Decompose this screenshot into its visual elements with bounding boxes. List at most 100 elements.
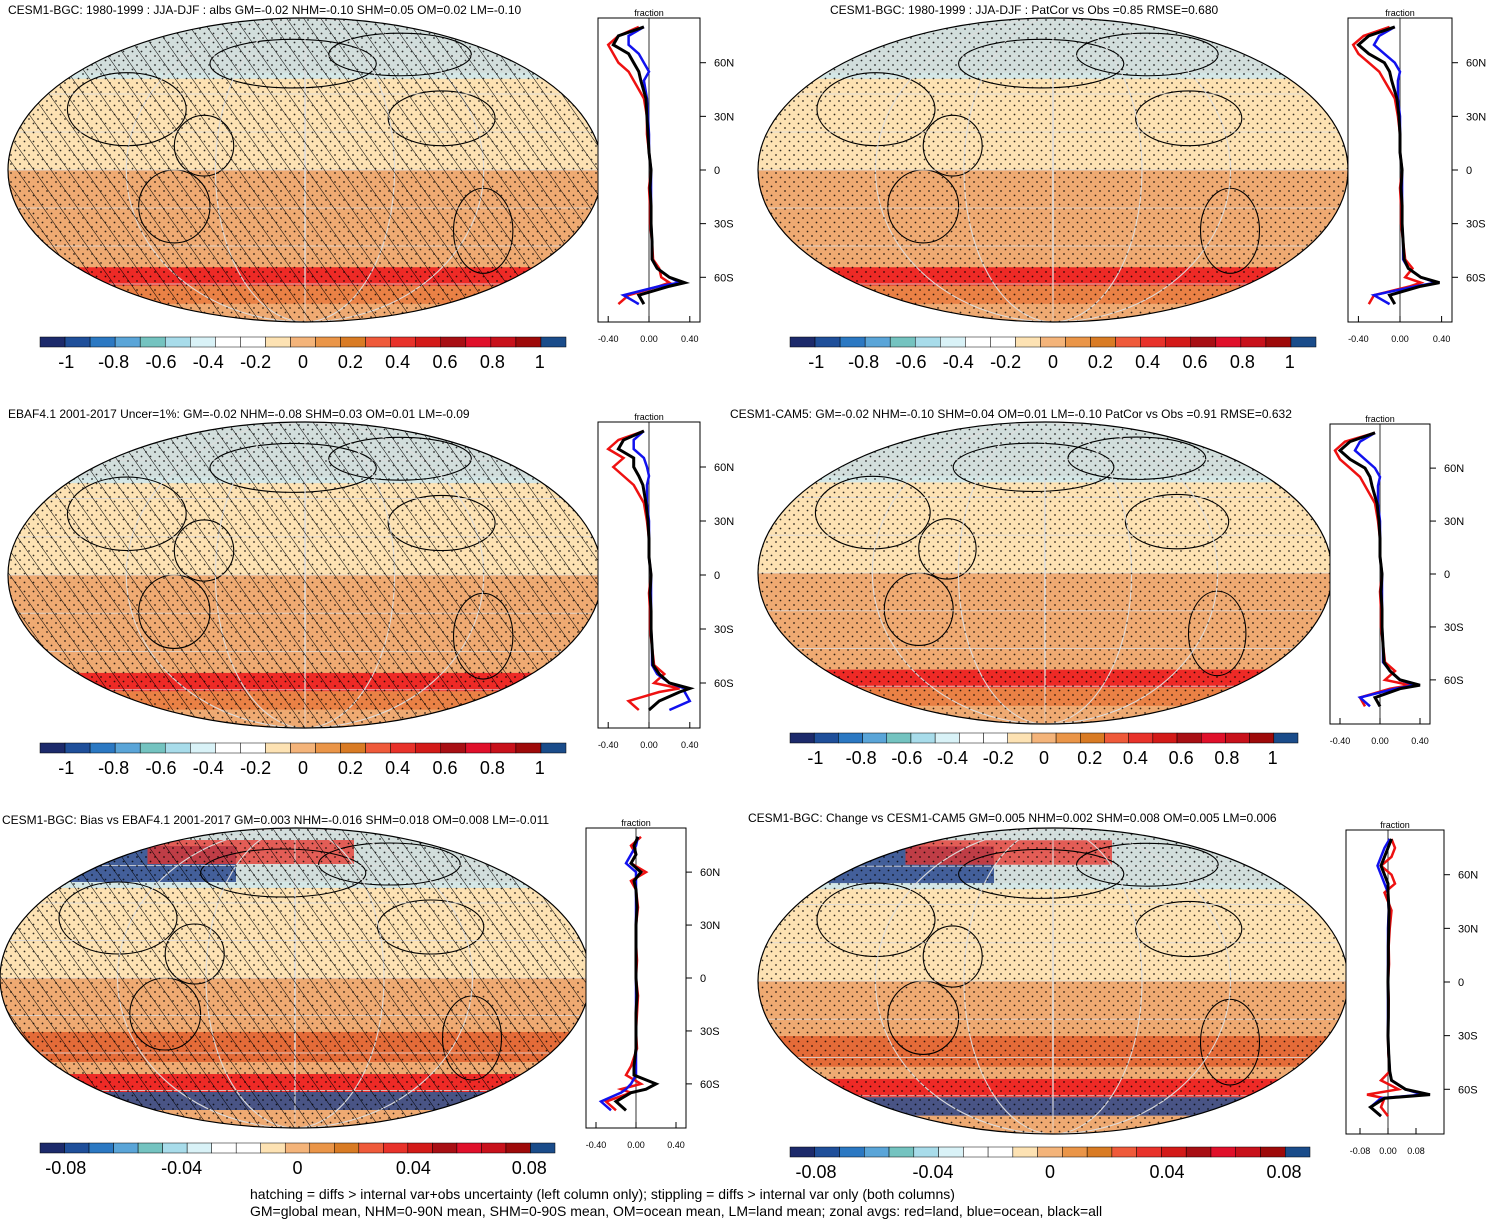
panel-title: CESM1-BGC: Bias vs EBAF4.1 2001-2017 GM=… — [2, 813, 549, 827]
colorbar-tick-label: 0.08 — [1266, 1162, 1301, 1182]
colorbar-swatch — [315, 742, 341, 754]
colorbar-swatch — [64, 742, 91, 754]
zonal-ytick-label: 30S — [1466, 219, 1486, 231]
colorbar-6: -0.08 -0.04 0 0.04 0.08 — [789, 1146, 1311, 1182]
colorbar-tick-label: 0.4 — [1135, 352, 1160, 372]
colorbar-swatch — [540, 742, 567, 754]
colorbar-swatch — [913, 1146, 939, 1158]
colorbar-swatch — [64, 1142, 90, 1154]
colorbar-swatch — [365, 742, 391, 754]
colorbar-swatch — [1080, 732, 1105, 744]
colorbar-tick-label: -0.6 — [145, 758, 176, 778]
zonal-line-all — [1337, 431, 1421, 708]
colorbar-swatch — [432, 1142, 458, 1154]
panel-3: EBAF4.1 2001-2017 Uncer=1%: GM=-0.02 NHM… — [7, 407, 734, 778]
colorbar-tick-label: 0.2 — [338, 352, 363, 372]
colorbar-swatch — [886, 732, 912, 744]
colorbar-tick-label: 0.8 — [480, 758, 505, 778]
colorbar-swatch — [481, 1142, 507, 1154]
colorbar-swatch — [1128, 732, 1154, 744]
colorbar-tick-label: 0.6 — [1183, 352, 1208, 372]
zonal-ytick-label: 60N — [700, 867, 720, 879]
zonal-title: fraction — [1385, 8, 1415, 18]
colorbar-swatch — [440, 336, 467, 348]
colorbar-tick-label: 0.6 — [433, 352, 458, 372]
colorbar-tick-label: 0.4 — [385, 352, 410, 372]
colorbar-tick-label: -0.6 — [891, 748, 922, 768]
panel-1: CESM1-BGC: 1980-1999 : JJA-DJF : albs GM… — [7, 3, 734, 372]
colorbar-swatch — [1065, 336, 1091, 348]
colorbar-tick-label: -0.2 — [240, 352, 271, 372]
colorbar-swatch — [914, 336, 941, 348]
zonal-title: fraction — [634, 8, 664, 18]
colorbar-swatch — [1273, 732, 1299, 744]
colorbar-swatch — [839, 336, 866, 348]
colorbar-tick-label: 0 — [1039, 748, 1049, 768]
colorbar-swatch — [114, 742, 141, 754]
zonal-ytick-label: 30N — [1458, 923, 1478, 935]
colorbar-swatch — [813, 732, 839, 744]
colorbar-swatch — [1260, 1146, 1286, 1158]
zonal-xtick-label: 0.00 — [1371, 736, 1389, 746]
colorbar-swatch — [290, 336, 316, 348]
colorbar-swatch — [963, 1146, 989, 1158]
zonal-xtick-label: -0.40 — [1330, 736, 1351, 746]
zonal-xtick-label: -0.40 — [586, 1140, 607, 1150]
colorbar-swatch — [265, 336, 291, 348]
colorbar-tick-label: 1 — [1268, 748, 1278, 768]
colorbar-swatch — [789, 336, 816, 348]
zonal-ytick-label: 60N — [1466, 58, 1486, 70]
colorbar-tick-label: 0.4 — [1123, 748, 1148, 768]
colorbar-tick-label: -0.8 — [98, 352, 129, 372]
zonal-ytick-label: 60S — [1466, 272, 1486, 284]
stippling — [758, 18, 1348, 322]
panel-title: CESM1-BGC: 1980-1999 : JJA-DJF : albs GM… — [8, 3, 522, 17]
colorbar-swatch — [910, 732, 936, 744]
colorbar-swatch — [365, 336, 391, 348]
colorbar-swatch — [983, 732, 1008, 744]
colorbar-swatch — [490, 742, 517, 754]
colorbar-swatch — [1037, 1146, 1063, 1158]
colorbar-tick-label: -0.4 — [937, 748, 968, 768]
colorbar-swatch — [515, 742, 542, 754]
zonal-ytick-label: 30S — [1458, 1031, 1478, 1043]
colorbar-swatch — [789, 1146, 816, 1158]
zonal-ytick-label: 30S — [714, 624, 734, 636]
colorbar-swatch — [540, 336, 567, 348]
colorbar-swatch — [1249, 732, 1275, 744]
colorbar-swatch — [1115, 336, 1141, 348]
hatching — [0, 828, 590, 1128]
colorbar-swatch — [864, 336, 891, 348]
colorbar-tick-label: 0.6 — [433, 758, 458, 778]
colorbar-tick-label: 0.2 — [1077, 748, 1102, 768]
zonal-line-all — [616, 429, 695, 712]
colorbar-swatch — [89, 336, 116, 348]
colorbar-tick-label: 1 — [535, 352, 545, 372]
zonal-xtick-label: 0.40 — [681, 334, 699, 344]
zonal-ytick-label: 0 — [714, 165, 720, 177]
zonal-ytick-label: 30N — [700, 920, 720, 932]
colorbar-swatch — [265, 742, 291, 754]
colorbar-swatch — [240, 336, 266, 348]
colorbar-swatch — [456, 1142, 482, 1154]
colorbar-swatch — [415, 742, 442, 754]
colorbar-swatch — [88, 1142, 114, 1154]
colorbar-tick-label: 1 — [535, 758, 545, 778]
colorbar-swatch — [864, 1146, 890, 1158]
zonal-plot-1: fraction -0.40 0.00 0.40 60N 30N 0 30S 60S — [597, 8, 734, 344]
zonal-ytick-label: 60S — [714, 272, 734, 284]
colorbar-swatch — [814, 336, 841, 348]
footnote-line2: GM=global mean, NHM=0-90N mean, SHM=0-90… — [250, 1203, 1103, 1219]
zonal-plot-4: fraction -0.40 0.00 0.40 60N 30N 0 30S 60S — [1329, 414, 1464, 746]
zonal-title: fraction — [1365, 414, 1395, 424]
colorbar-swatch — [1055, 732, 1081, 744]
colorbar-2: -1 -0.8 -0.6 -0.4 -0.2 0 0.2 0.4 0.6 0.8 1 — [789, 336, 1317, 372]
zonal-title: fraction — [634, 412, 664, 422]
zonal-xtick-label: -0.40 — [598, 740, 619, 750]
zonal-ytick-label: 30N — [714, 111, 734, 123]
colorbar-tick-label: -0.8 — [848, 352, 879, 372]
colorbar-tick-label: 0.4 — [385, 758, 410, 778]
colorbar-tick-label: 0 — [292, 1158, 302, 1178]
colorbar-swatch — [139, 336, 166, 348]
colorbar-swatch — [1152, 732, 1178, 744]
